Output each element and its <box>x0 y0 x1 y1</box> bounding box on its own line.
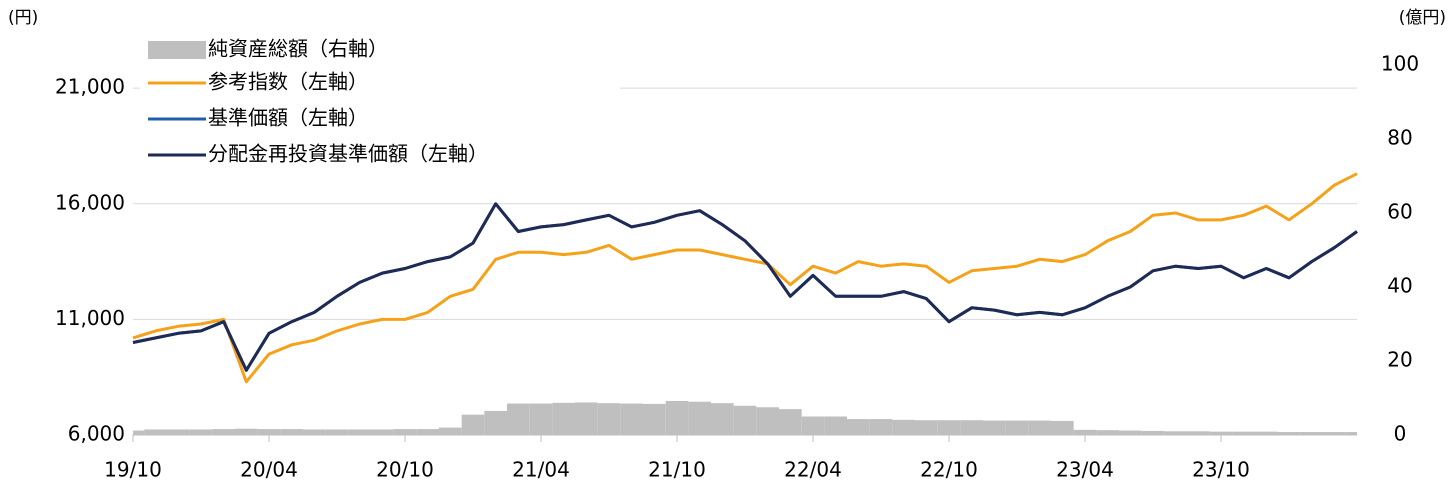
area-bar <box>371 429 394 435</box>
y2-tick-label: 40 <box>1387 274 1412 298</box>
area-bar <box>552 402 575 435</box>
legend-label: 基準価額（左軸） <box>208 106 368 130</box>
y-tick-label: 11,000 <box>55 306 125 330</box>
area-bar <box>280 429 303 435</box>
legend-label: 純資産総額（右軸） <box>208 37 388 61</box>
area-bar <box>325 429 349 435</box>
x-tick-label: 23/10 <box>1192 458 1250 482</box>
area-bar <box>1005 420 1029 435</box>
area-bar <box>1323 432 1346 435</box>
y-tick-label: 6,000 <box>68 422 125 446</box>
legend-bg <box>140 35 620 175</box>
area-bar <box>1277 432 1301 435</box>
y-tick-label: 21,000 <box>55 75 125 99</box>
area-bar <box>1051 420 1074 435</box>
area-bar <box>529 403 553 435</box>
area-bar <box>1187 431 1210 435</box>
area-bar <box>688 401 711 435</box>
y2-tick-label: 20 <box>1387 348 1412 372</box>
area-bar <box>303 429 326 435</box>
area-bar <box>847 419 870 435</box>
area-bar <box>824 416 847 435</box>
area-bar <box>620 403 643 435</box>
x-tick-label: 20/10 <box>376 458 434 482</box>
y2-tick-label: 80 <box>1387 126 1412 150</box>
y2-tick-label: 100 <box>1381 52 1419 76</box>
area-bar <box>507 403 530 435</box>
x-tick-label: 23/04 <box>1056 458 1114 482</box>
area-bar <box>257 429 281 435</box>
area-bar <box>1209 431 1233 435</box>
area-bar <box>915 420 938 435</box>
area-bar <box>235 428 258 435</box>
area-bar <box>416 429 439 435</box>
x-tick-label: 21/04 <box>512 458 570 482</box>
area-bar <box>779 409 802 435</box>
area-bar <box>575 402 598 435</box>
legend-swatch <box>148 41 206 59</box>
area-bar <box>937 420 961 435</box>
x-tick-label: 21/10 <box>648 458 706 482</box>
area-bar <box>393 429 417 435</box>
area-bar <box>348 429 371 435</box>
y-axis-label: (円) <box>8 8 38 28</box>
legend-label: 分配金再投資基準価額（左軸） <box>208 142 488 166</box>
area-bar <box>711 403 734 435</box>
x-tick-label: 20/04 <box>240 458 298 482</box>
area-bar <box>597 403 621 435</box>
area-bar <box>960 420 983 435</box>
area-bar <box>1073 429 1097 435</box>
series-line <box>132 172 1358 384</box>
area-bar <box>1345 432 1357 435</box>
x-tick-label: 22/10 <box>920 458 978 482</box>
area-bar <box>1028 420 1051 435</box>
y2-tick-label: 0 <box>1394 422 1407 446</box>
area-bar <box>756 407 779 435</box>
area-bar <box>665 400 689 435</box>
series-line <box>132 202 1358 372</box>
area-bar <box>212 429 235 435</box>
area-bar <box>1232 431 1255 435</box>
area-bar <box>1164 431 1187 435</box>
area-bar <box>869 419 893 435</box>
area-bar <box>484 410 507 435</box>
area-bar <box>144 429 167 435</box>
area-bar <box>733 405 757 435</box>
area-bar <box>1255 431 1278 435</box>
x-tick-label: 22/04 <box>784 458 842 482</box>
area-bar <box>133 430 145 435</box>
y2-axis-label: (億円) <box>1399 8 1446 28</box>
area-bar <box>801 416 825 435</box>
x-tick-label: 19/10 <box>104 458 162 482</box>
area-bar <box>892 419 915 435</box>
area-bar <box>439 427 462 435</box>
legend-label: 参考指数（左軸） <box>208 70 368 94</box>
area-bar <box>1119 430 1142 435</box>
area-bar <box>167 429 190 435</box>
area-bar <box>983 420 1006 435</box>
area-bar <box>1096 430 1119 435</box>
y-tick-label: 16,000 <box>55 190 125 214</box>
area-bar <box>189 429 213 435</box>
y2-tick-label: 60 <box>1387 200 1412 224</box>
area-bar <box>1141 430 1165 435</box>
area-bar <box>461 414 485 435</box>
series-line <box>132 202 1358 372</box>
area-bar <box>643 403 666 435</box>
area-bar <box>1300 432 1323 435</box>
